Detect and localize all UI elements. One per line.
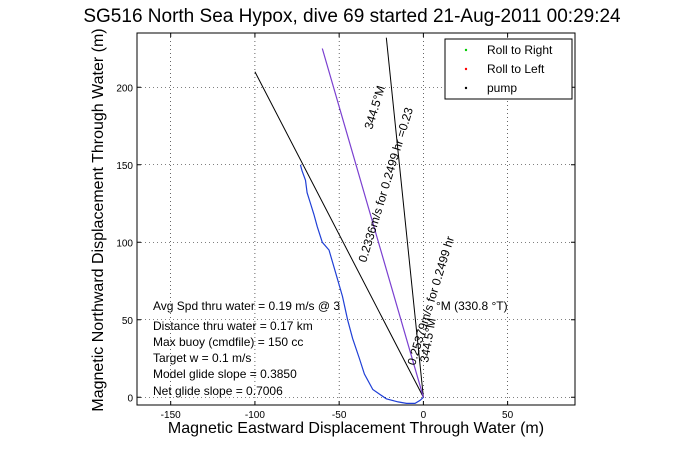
rotated-label-heading-1: 344.5°M [361,84,387,131]
x-tick-label: 0 [421,410,427,421]
note-net-glide: Net glide slope = 0.7006 [153,384,283,398]
legend-label-roll-right: Roll to Right [487,43,553,57]
y-tick-label: 200 [116,83,133,94]
x-tick-label: -50 [332,410,347,421]
note-distance: Distance thru water = 0.17 km [153,319,313,333]
note-model-glide: Model glide slope = 0.3850 [153,367,297,381]
reference-line-1 [254,71,424,398]
series-heading-line [321,48,424,398]
note-target-w: Target w = 0.1 m/s [153,351,251,365]
legend: Roll to Right Roll to Left pump [444,38,573,100]
legend-label-roll-left: Roll to Left [487,62,545,76]
x-axis-label: Magnetic Eastward Displacement Through W… [168,420,544,437]
y-tick-label: 100 [116,238,133,249]
legend-marker-roll-right [464,48,468,52]
reference-line-2 [385,37,424,398]
x-tick-label: -150 [161,410,181,421]
chart-title: SG516 North Sea Hypox, dive 69 started 2… [83,6,621,27]
axis-ticks: -150 -100 -50 0 50 0 50 100 150 200 [116,33,575,421]
series-track [299,164,424,404]
y-tick-label: 50 [122,316,134,327]
y-axis-label: Magnetic Northward Displacement Through … [90,28,107,411]
legend-marker-roll-left [464,67,468,71]
grid-lines [137,33,575,405]
y-tick-label: 0 [127,393,133,404]
x-tick-label: -100 [245,410,265,421]
y-tick-label: 150 [116,161,133,172]
note-avg-speed: Avg Spd thru water = 0.19 m/s @ 3 [153,299,340,313]
legend-label-pump: pump [487,81,517,95]
note-max-buoy: Max buoy (cmdfile) = 150 cc [153,335,303,349]
legend-marker-pump [464,86,468,90]
x-tick-label: 50 [502,410,514,421]
plot-frame [136,32,576,406]
note-avg-speed-heading: °M (330.8 °T) [436,299,508,313]
chart-marks [254,37,424,404]
